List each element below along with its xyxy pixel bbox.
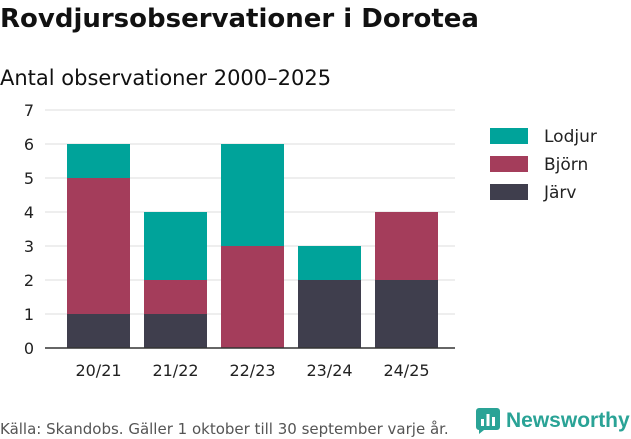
legend-swatch-lodjur	[490, 128, 528, 144]
y-tick-label: 3	[24, 237, 34, 256]
y-tick-label: 1	[24, 305, 34, 324]
legend-swatch-jrv	[490, 184, 528, 200]
y-tick-label: 2	[24, 271, 34, 290]
x-tick-label: 22/23	[229, 361, 275, 380]
chart-title: Rovdjursobservationer i Dorotea	[0, 4, 479, 34]
bar-lodjur-23-24	[298, 246, 361, 280]
bar-bjrn-21-22	[144, 280, 207, 314]
y-tick-label: 6	[24, 135, 34, 154]
legend-label: Lodjur	[544, 127, 597, 147]
y-tick-label: 0	[24, 339, 34, 358]
x-tick-label: 23/24	[306, 361, 352, 380]
x-tick-label: 21/22	[152, 361, 198, 380]
newsworthy-logo-icon	[476, 408, 500, 434]
bar-jrv-24-25	[375, 280, 438, 348]
y-tick-label: 7	[24, 101, 34, 120]
bar-bjrn-22-23	[221, 246, 284, 348]
bar-jrv-20-21	[67, 314, 130, 348]
newsworthy-brand: Newsworthy	[476, 408, 630, 434]
x-tick-label: 24/25	[383, 361, 429, 380]
bar-bjrn-20-21	[67, 178, 130, 314]
legend-label: Järv	[543, 183, 576, 203]
bar-jrv-23-24	[298, 280, 361, 348]
legend-swatch-bjrn	[490, 156, 528, 172]
y-tick-label: 4	[24, 203, 34, 222]
bar-lodjur-20-21	[67, 144, 130, 178]
bar-bjrn-24-25	[375, 212, 438, 280]
y-tick-label: 5	[24, 169, 34, 188]
bar-jrv-21-22	[144, 314, 207, 348]
x-tick-label: 20/21	[75, 361, 121, 380]
bar-lodjur-22-23	[221, 144, 284, 246]
bar-lodjur-21-22	[144, 212, 207, 280]
source-note: Källa: Skandobs. Gäller 1 oktober till 3…	[0, 420, 449, 438]
legend-label: Björn	[544, 155, 588, 175]
brand-name: Newsworthy	[506, 409, 630, 432]
chart-subtitle: Antal observationer 2000–2025	[0, 66, 332, 90]
